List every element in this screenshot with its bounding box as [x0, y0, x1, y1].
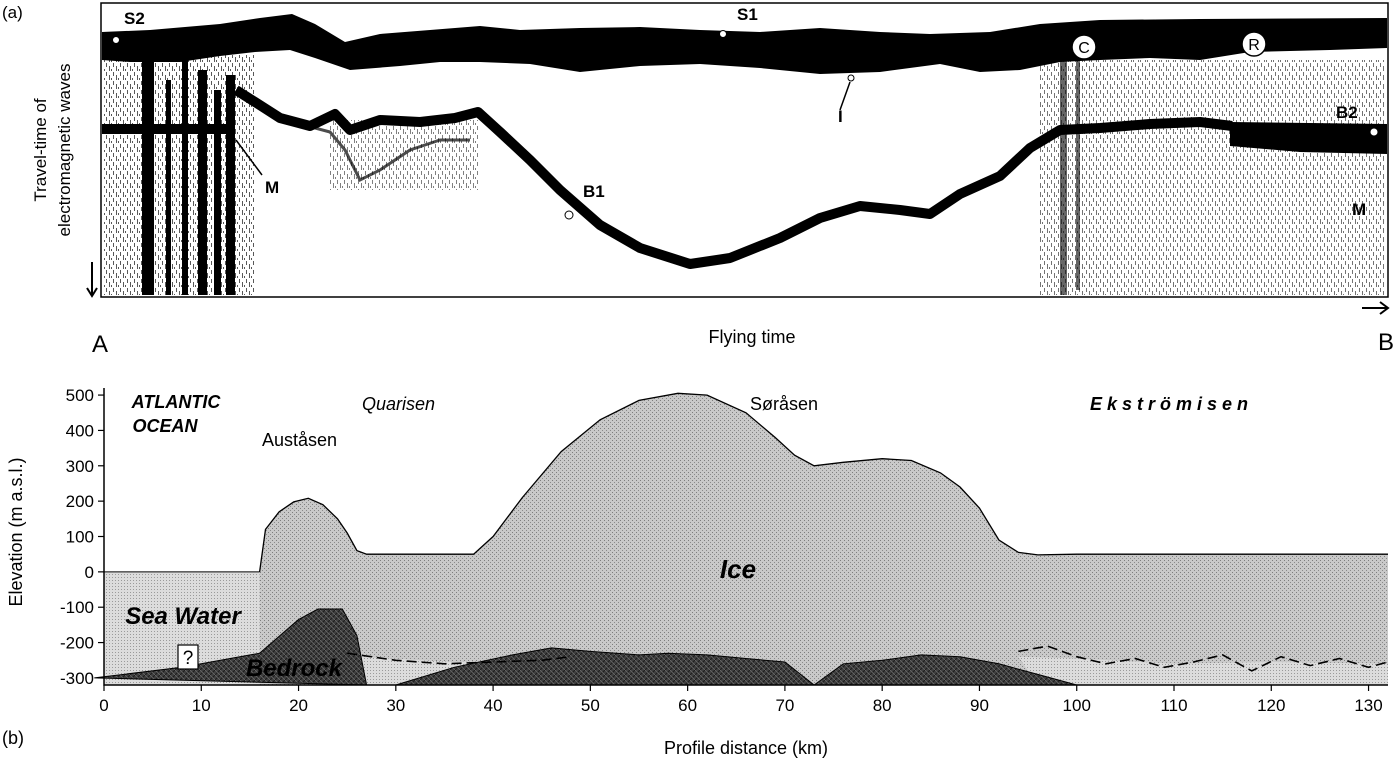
bedrock-ridge-3 [812, 654, 1077, 686]
x-tick-label-130: 130 [1354, 696, 1382, 715]
x-tick-label-70: 70 [775, 696, 794, 715]
y-tick-label-0: 0 [85, 563, 94, 582]
ice-base-dashed-ekstromisen [1018, 645, 1389, 672]
panel-b-label: (b) [2, 728, 24, 748]
label-sorasen: Søråsen [750, 394, 818, 414]
x-tick-label-80: 80 [873, 696, 892, 715]
label-s2: S2 [124, 9, 145, 28]
x-tick-label-110: 110 [1160, 696, 1187, 715]
x-tick-label-100: 100 [1063, 696, 1091, 715]
x-tick-label-50: 50 [581, 696, 600, 715]
ice-base-dashed-quarisen [347, 652, 571, 665]
y-tick-label-100: 100 [66, 528, 94, 547]
panel-a-label: (a) [2, 3, 23, 22]
axis-layer: 0 10 20 30 40 50 60 70 80 90 100 110 120 130 500 400 300… [60, 386, 1388, 715]
profile-end-label: B [1378, 329, 1394, 356]
surface-reflection-band [102, 14, 1387, 74]
label-i: I [838, 107, 843, 126]
label-b2: B2 [1336, 103, 1358, 122]
i-marker [847, 74, 855, 82]
panel-a-ylabel-line2: electromagnetic waves [55, 64, 74, 237]
panel-a: (a) Travel-time of electromagnetic waves [2, 2, 1394, 358]
label-atlantic-line1: ATLANTIC [131, 392, 222, 412]
bedrock-ridge-2 [395, 647, 816, 686]
down-arrow-icon [86, 262, 98, 298]
x-tick-label-0: 0 [99, 696, 108, 715]
c-circle-marker [1071, 34, 1097, 60]
right-arrow-icon [1362, 301, 1390, 315]
y-tick-label--200: -200 [60, 634, 94, 653]
y-tick-label--300: -300 [60, 669, 94, 688]
ice-surface-line [258, 392, 1388, 572]
b2-reflection-band [1230, 122, 1387, 154]
unknown-box [177, 644, 199, 670]
x-tick-label-10: 10 [192, 696, 211, 715]
panel-a-ylabel-line1: Travel-time of [31, 98, 50, 202]
label-c: C [1078, 40, 1090, 57]
sea-reflection-bar [102, 124, 232, 134]
ice-body-area [259, 393, 1389, 685]
y-tick-label-400: 400 [66, 421, 94, 440]
s2-marker [112, 36, 120, 44]
chart-layer [94, 392, 1389, 686]
panel-a-xlabel: Flying time [708, 327, 795, 347]
y-tick-label--100: -100 [60, 598, 94, 617]
b1-marker [564, 210, 574, 220]
sea-water-area [104, 571, 260, 685]
x-tick-label-120: 120 [1257, 696, 1285, 715]
x-tick-label-20: 20 [289, 696, 308, 715]
label-austasen: Auståsen [262, 430, 337, 450]
y-tick-label-500: 500 [66, 386, 94, 405]
multiple-reflection-m [235, 88, 470, 183]
r-circle-marker [1241, 31, 1267, 57]
panel-b-ylabel: Elevation (m a.s.l.) [6, 457, 26, 606]
panel-b: (b) Elevation (m a.s.l.) Profile distanc… [2, 386, 1389, 758]
label-ice: Ice [720, 554, 756, 584]
label-r: R [1248, 37, 1260, 54]
s1-marker [719, 30, 727, 38]
bed-reflection-b1 [233, 85, 1233, 269]
x-tick-label-90: 90 [970, 696, 989, 715]
x-tick-label-60: 60 [678, 696, 697, 715]
bedrock-ridge-1 [94, 608, 368, 686]
y-tick-label-200: 200 [66, 492, 94, 511]
label-unknown: ? [183, 648, 194, 669]
x-tick-label-40: 40 [484, 696, 503, 715]
label-m-left: M [265, 178, 279, 197]
m-pointer-line [235, 139, 263, 176]
label-b1: B1 [583, 182, 605, 201]
radargram-streaks [142, 40, 1080, 295]
label-bedrock: Bedrock [246, 655, 344, 682]
label-s1: S1 [737, 5, 758, 24]
label-ekstromisen: Ekströmisen [1090, 394, 1253, 414]
b2-marker [1369, 127, 1379, 137]
label-quarisen: Quarisen [362, 394, 435, 414]
i-pointer-line [839, 81, 851, 111]
panel-b-xlabel: Profile distance (km) [664, 738, 828, 758]
label-atlantic-line2: OCEAN [132, 416, 198, 436]
x-tick-label-30: 30 [386, 696, 405, 715]
profile-start-label: A [92, 331, 108, 358]
y-tick-label-300: 300 [66, 457, 94, 476]
label-m-right: M [1352, 200, 1366, 219]
label-sea-water: Sea Water [125, 603, 242, 630]
radargram-noise-right [1040, 60, 1385, 295]
sub-shelf-water-ekstromisen [1018, 656, 1388, 685]
